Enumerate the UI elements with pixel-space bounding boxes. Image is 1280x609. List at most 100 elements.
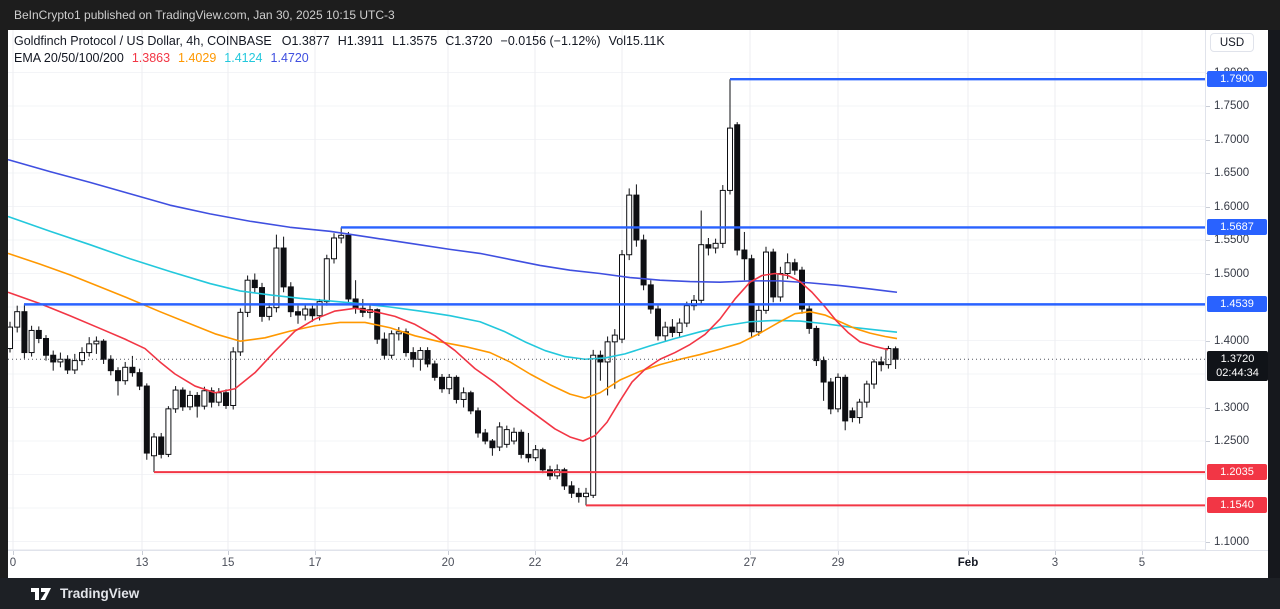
ema100-value: 1.4124 bbox=[224, 51, 263, 65]
volume-value: Vol15.11K bbox=[608, 34, 665, 48]
ohlc-change: −0.0156 (−1.12%) bbox=[500, 34, 601, 48]
time-axis-label: Feb bbox=[957, 557, 979, 569]
symbol-title[interactable]: Goldfinch Protocol / US Dollar, 4h, COIN… bbox=[14, 34, 272, 48]
candle-body bbox=[611, 334, 618, 343]
candle-body bbox=[107, 358, 114, 372]
price-axis-label: 1.2500 bbox=[1214, 435, 1250, 447]
candle-body bbox=[7, 326, 13, 350]
candle-body bbox=[129, 366, 136, 374]
ema20-value: 1.3863 bbox=[131, 51, 171, 65]
price-axis-tick bbox=[1206, 206, 1210, 208]
candle-body bbox=[273, 247, 280, 309]
candle-body bbox=[561, 469, 568, 487]
candle-body bbox=[496, 426, 503, 448]
candle-body bbox=[215, 392, 222, 403]
price-axis-label: 1.5000 bbox=[1214, 267, 1250, 280]
candle-body bbox=[669, 326, 676, 333]
time-axis-label: 0 bbox=[9, 557, 17, 569]
price-axis-label: 1.7000 bbox=[1214, 133, 1250, 146]
candle-body bbox=[511, 431, 517, 442]
candle-body bbox=[662, 326, 669, 337]
publisher-text: BeInCrypto1 published on TradingView.com… bbox=[14, 8, 395, 22]
ema-line bbox=[7, 272, 889, 442]
candle-body bbox=[575, 492, 582, 498]
left-edge-strip bbox=[0, 30, 8, 578]
candle-body bbox=[741, 249, 748, 260]
candle-body bbox=[475, 410, 481, 434]
candle-body bbox=[640, 239, 647, 286]
time-axis-label: 24 bbox=[615, 557, 629, 569]
ohlc-close: C1.3720 bbox=[445, 34, 493, 48]
ema-line bbox=[7, 215, 898, 361]
candle-body bbox=[568, 485, 575, 494]
legend-row-symbol: Goldfinch Protocol / US Dollar, 4h, COIN… bbox=[14, 33, 673, 50]
candle-body bbox=[395, 331, 402, 335]
candle-body bbox=[604, 341, 611, 363]
candle-body bbox=[28, 329, 35, 354]
candle-body bbox=[460, 392, 467, 400]
candle-body bbox=[345, 234, 352, 300]
price-level-badge: 1.5687 bbox=[1207, 219, 1267, 236]
price-axis-tick bbox=[1206, 541, 1210, 543]
candle-body bbox=[619, 254, 625, 340]
ema50-value: 1.4029 bbox=[178, 51, 217, 65]
time-axis[interactable]: 0 13 15 17 20 22 24 27 29 Feb 3 5 bbox=[8, 550, 1268, 578]
candle-body bbox=[403, 331, 409, 354]
price-level-badge: 1.7900 bbox=[1207, 71, 1267, 88]
candle-body bbox=[820, 360, 827, 383]
tradingview-logo-icon[interactable] bbox=[30, 585, 52, 603]
candle-body bbox=[856, 401, 863, 419]
candle-body bbox=[223, 392, 229, 406]
candle-body bbox=[489, 440, 496, 449]
time-axis-label: 29 bbox=[831, 557, 845, 569]
candle-body bbox=[871, 361, 877, 385]
candle-body bbox=[158, 436, 165, 455]
time-axis-tick bbox=[1055, 551, 1056, 555]
candle-body bbox=[179, 389, 186, 408]
ohlc-open: O1.3877 bbox=[281, 34, 330, 48]
candle-body bbox=[748, 258, 755, 333]
price-axis-tick bbox=[1206, 139, 1210, 141]
candle-body bbox=[424, 350, 431, 365]
candle-body bbox=[122, 366, 129, 382]
price-level-badge: 1.1540 bbox=[1207, 497, 1267, 514]
ema200-value: 1.4720 bbox=[270, 51, 309, 65]
ema-line bbox=[7, 252, 898, 399]
candle-body bbox=[734, 124, 741, 251]
candle-body bbox=[381, 338, 388, 356]
price-axis-tick bbox=[1206, 173, 1210, 174]
price-level-badge: 1.2035 bbox=[1207, 464, 1267, 481]
ema-indicator-label[interactable]: EMA 20/50/100/200 bbox=[14, 51, 124, 65]
time-axis-label: 3 bbox=[1051, 557, 1059, 569]
candle-body bbox=[583, 492, 589, 498]
candle-body bbox=[676, 322, 683, 333]
candle-body bbox=[525, 453, 532, 459]
candle-body bbox=[799, 269, 805, 310]
price-level-badge: 1.4539 bbox=[1207, 296, 1267, 313]
candle-body bbox=[194, 394, 201, 407]
candle-body bbox=[705, 244, 712, 249]
candle-body bbox=[813, 327, 820, 362]
time-axis-label: 27 bbox=[743, 557, 757, 569]
candle-body bbox=[43, 337, 49, 356]
candle-body bbox=[136, 372, 143, 387]
candle-body bbox=[323, 258, 330, 303]
ohlc-high: H1.3911 bbox=[337, 34, 385, 48]
time-axis-label: 15 bbox=[221, 557, 235, 569]
candle-body bbox=[244, 279, 251, 313]
currency-usd-button[interactable]: USD bbox=[1210, 33, 1254, 52]
time-axis-label: 22 bbox=[528, 557, 542, 569]
candle-body bbox=[230, 351, 237, 406]
price-axis-tick bbox=[1206, 340, 1210, 342]
candle-body bbox=[539, 449, 546, 471]
price-axis-label: 1.6500 bbox=[1214, 167, 1250, 179]
candle-body bbox=[453, 376, 460, 400]
price-axis-label: 1.6000 bbox=[1214, 200, 1250, 213]
price-axis[interactable]: USD 1.80001.75001.70001.65001.60001.5500… bbox=[1205, 30, 1268, 550]
publisher-bar: BeInCrypto1 published on TradingView.com… bbox=[0, 0, 1280, 30]
tradingview-brand-text[interactable]: TradingView bbox=[60, 586, 140, 601]
candle-body bbox=[251, 279, 258, 289]
ohlc-low: L1.3575 bbox=[392, 34, 438, 48]
candle-body bbox=[727, 127, 733, 191]
